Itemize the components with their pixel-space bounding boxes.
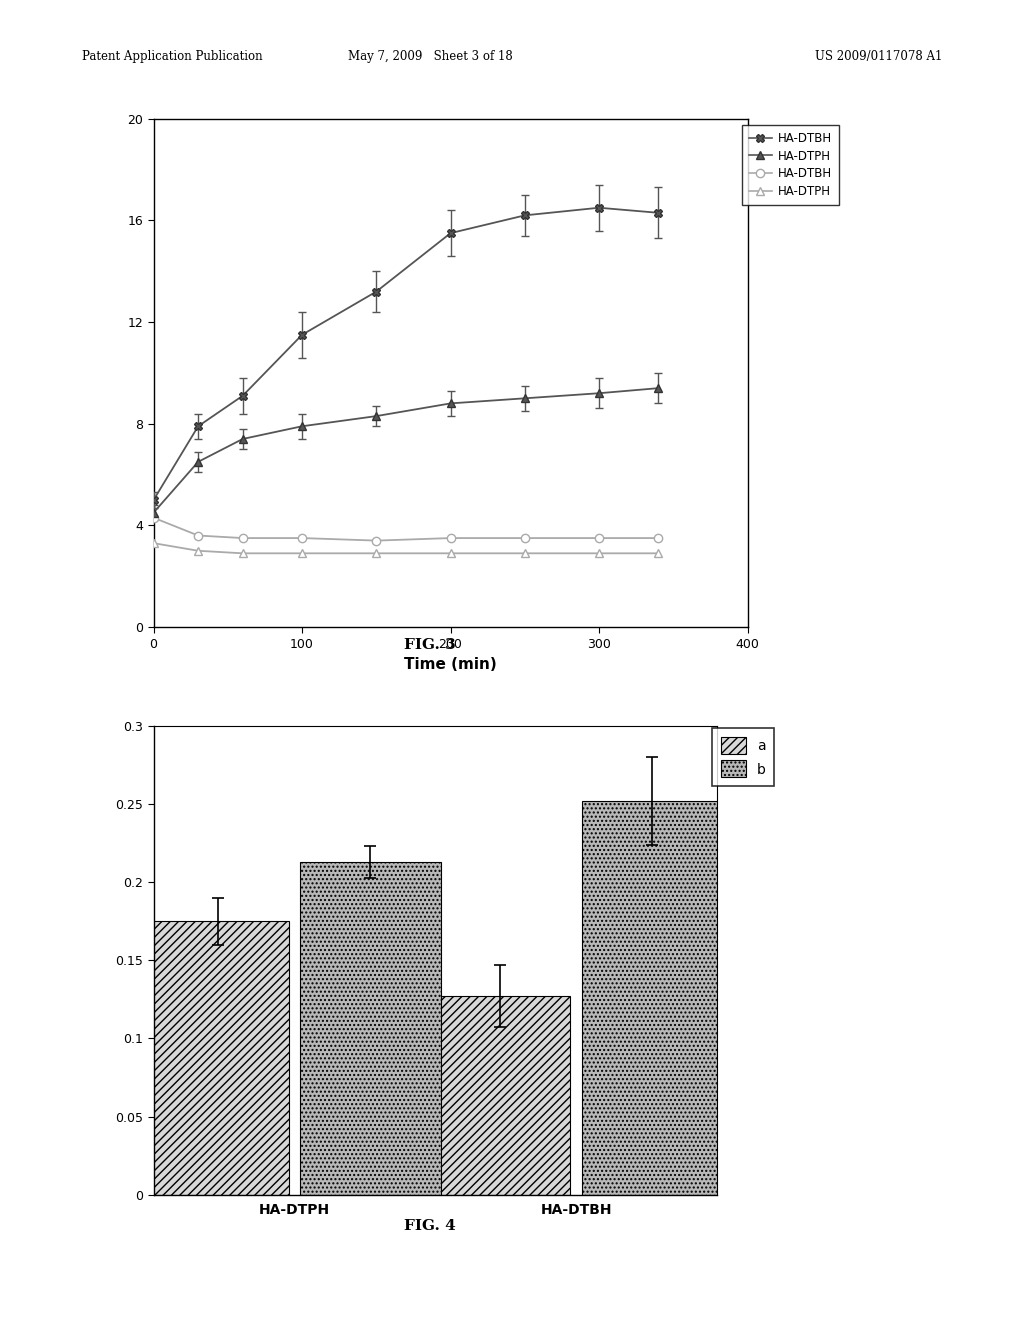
Text: Patent Application Publication: Patent Application Publication [82, 50, 262, 63]
Legend: a, b: a, b [713, 729, 774, 785]
Bar [430, 997, 570, 1195]
Bar [147, 921, 289, 1195]
Bar [582, 801, 723, 1195]
Text: FIG. 4: FIG. 4 [404, 1220, 456, 1233]
Text: FIG. 3: FIG. 3 [404, 639, 456, 652]
Text: May 7, 2009   Sheet 3 of 18: May 7, 2009 Sheet 3 of 18 [348, 50, 512, 63]
Legend: HA-DTBH, HA-DTPH, HA-DTBH, HA-DTPH: HA-DTBH, HA-DTPH, HA-DTBH, HA-DTPH [741, 124, 840, 205]
X-axis label: Time (min): Time (min) [404, 656, 497, 672]
Text: US 2009/0117078 A1: US 2009/0117078 A1 [815, 50, 942, 63]
Bar [300, 862, 441, 1195]
